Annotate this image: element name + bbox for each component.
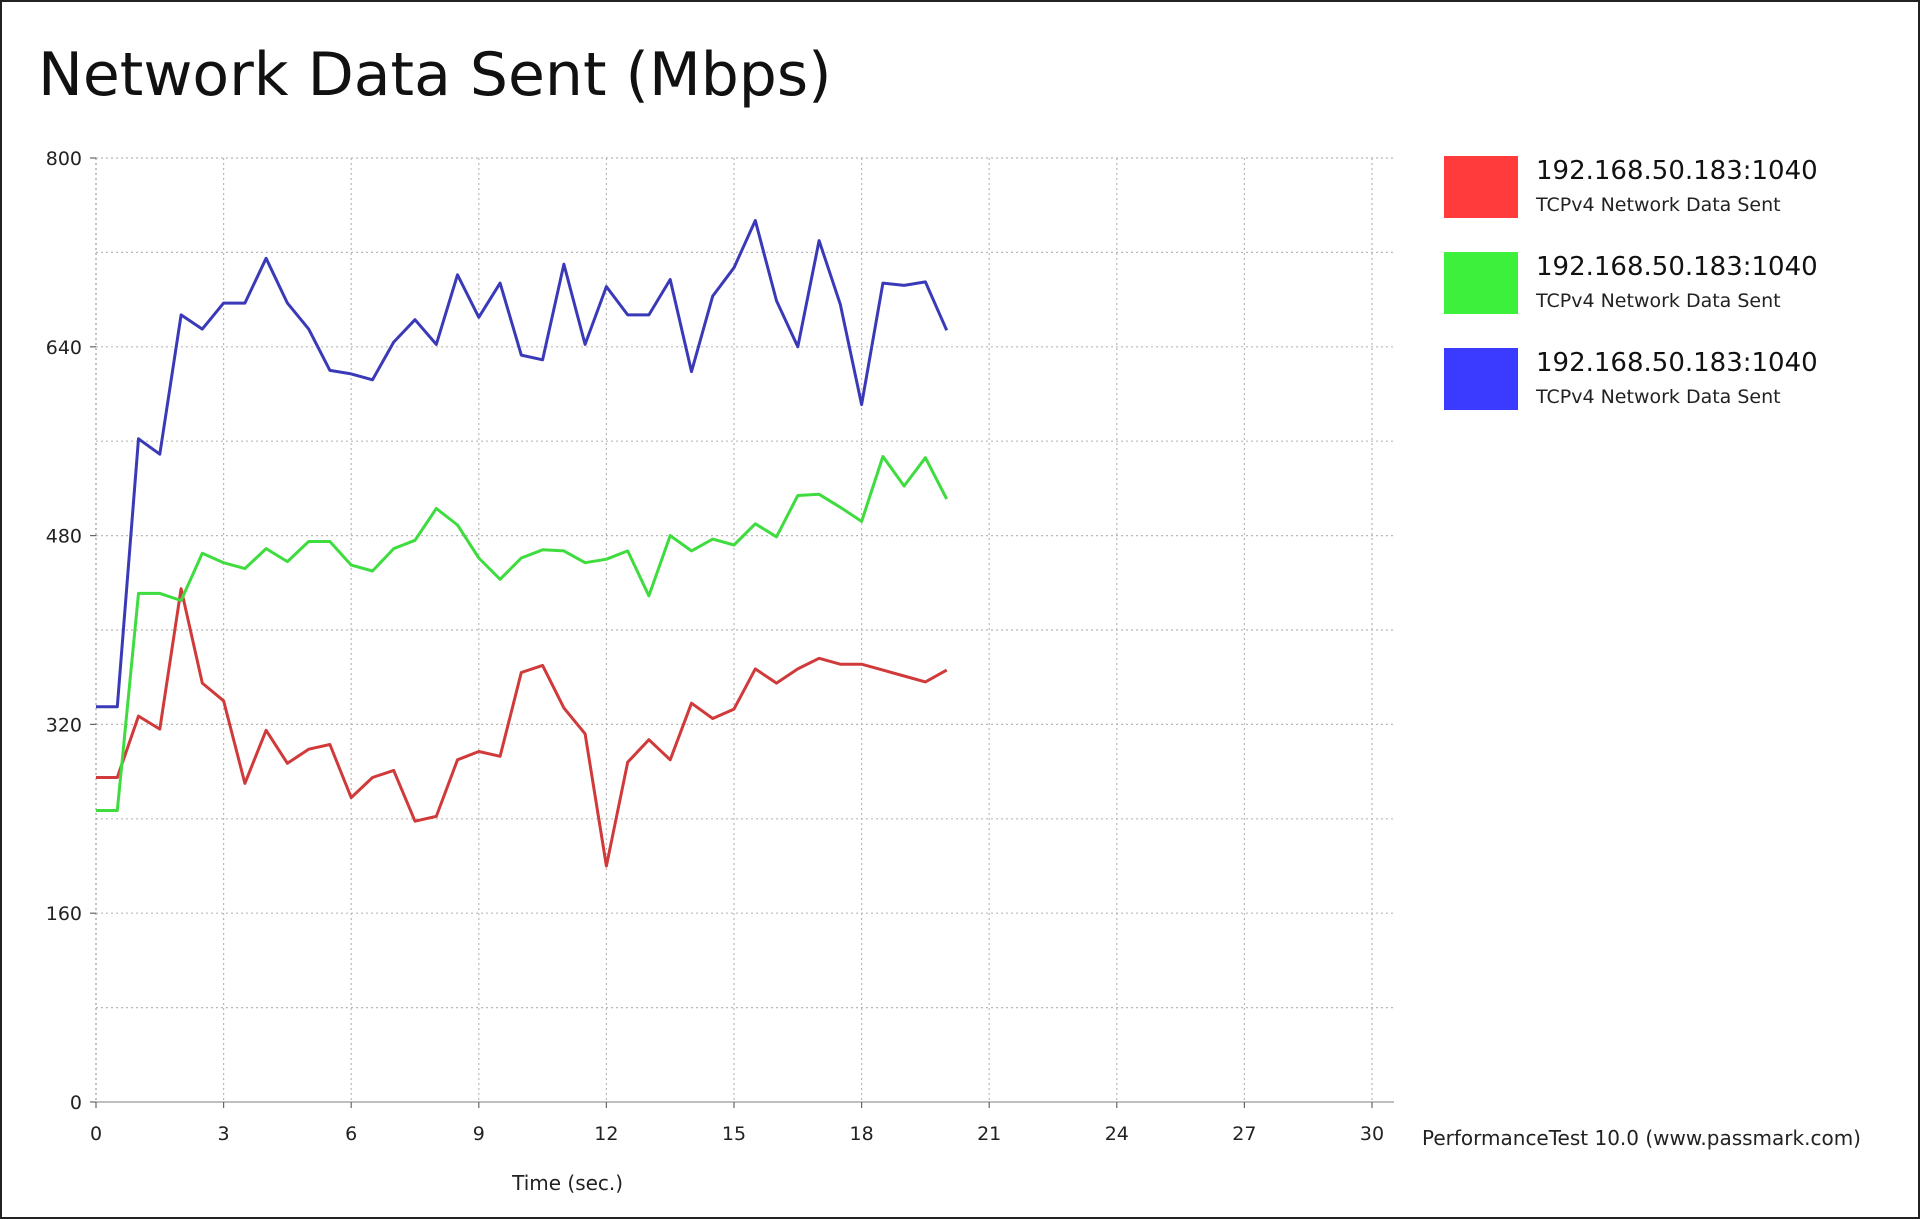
- legend-series-description: TCPv4 Network Data Sent: [1536, 194, 1781, 216]
- x-tick-label: 15: [722, 1123, 746, 1145]
- y-tick-label: 320: [46, 714, 82, 736]
- y-tick-label: 480: [46, 526, 82, 548]
- y-tick-label: 0: [70, 1092, 82, 1114]
- legend-series-description: TCPv4 Network Data Sent: [1536, 386, 1781, 408]
- series-line-2: [96, 455, 949, 812]
- footer-credit: PerformanceTest 10.0 (www.passmark.com): [1422, 1126, 1861, 1150]
- series-line-3: [96, 219, 949, 709]
- legend-series-name: 192.168.50.183:1040: [1536, 348, 1818, 378]
- x-tick-label: 6: [345, 1123, 357, 1145]
- y-tick-label: 640: [46, 337, 82, 359]
- legend-item-2: 192.168.50.183:1040 TCPv4 Network Data S…: [1444, 252, 1864, 348]
- legend-series-description: TCPv4 Network Data Sent: [1536, 290, 1781, 312]
- legend-item-1: 192.168.50.183:1040 TCPv4 Network Data S…: [1444, 156, 1864, 252]
- series-line-1: [96, 587, 948, 868]
- legend-series-name: 192.168.50.183:1040: [1536, 252, 1818, 282]
- legend-item-3: 192.168.50.183:1040 TCPv4 Network Data S…: [1444, 348, 1864, 444]
- x-tick-label: 27: [1232, 1123, 1256, 1145]
- x-tick-label: 18: [850, 1123, 874, 1145]
- axes: 0 160 320 480 640 800 0 3 6 9 12 15 18 21 24 27 30: [46, 148, 1394, 1145]
- legend-swatch-red: [1444, 156, 1518, 218]
- x-tick-label: 12: [594, 1123, 618, 1145]
- legend-swatch-green: [1444, 252, 1518, 314]
- x-tick-label: 30: [1360, 1123, 1384, 1145]
- x-tick-label: 24: [1105, 1123, 1129, 1145]
- legend-swatch-blue: [1444, 348, 1518, 410]
- series-lines: [96, 219, 949, 868]
- x-axis-label: Time (sec.): [511, 1171, 623, 1195]
- legend-series-name: 192.168.50.183:1040: [1536, 156, 1818, 186]
- x-tick-label: 3: [218, 1123, 230, 1145]
- y-tick-label: 160: [46, 903, 82, 925]
- x-tick-label: 9: [473, 1123, 485, 1145]
- legend: 192.168.50.183:1040 TCPv4 Network Data S…: [1444, 156, 1864, 444]
- x-tick-label: 21: [977, 1123, 1001, 1145]
- y-tick-label: 800: [46, 148, 82, 170]
- x-tick-label: 0: [90, 1123, 102, 1145]
- grid: [96, 157, 1394, 1102]
- chart-title: Network Data Sent (Mbps): [38, 40, 832, 110]
